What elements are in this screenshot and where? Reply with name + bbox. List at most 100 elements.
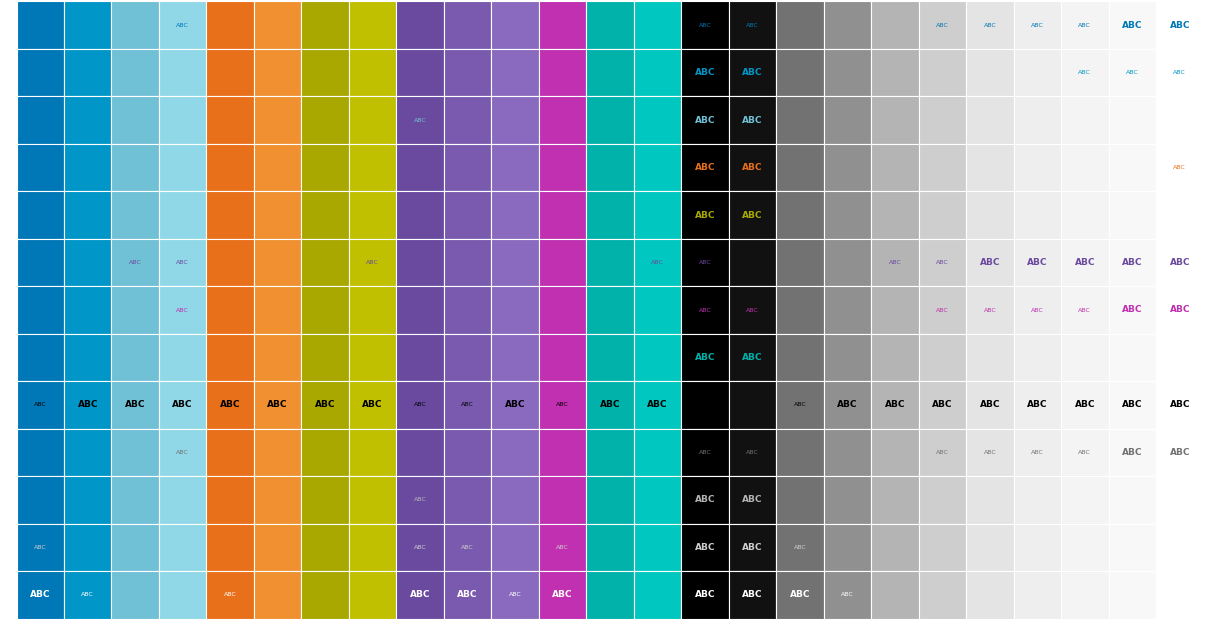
Bar [728, 381, 776, 428]
Bar [111, 334, 159, 381]
Text: ABC: ABC [1075, 401, 1096, 409]
Bar [159, 239, 206, 286]
Text: ABC: ABC [651, 260, 664, 265]
Bar [1061, 49, 1109, 96]
Bar [587, 334, 633, 381]
Bar [824, 524, 871, 571]
Bar [206, 192, 254, 239]
Bar [919, 144, 966, 192]
Bar [17, 334, 63, 381]
Text: ABC: ABC [505, 401, 526, 409]
Bar [492, 239, 539, 286]
Bar [776, 239, 824, 286]
Text: ABC: ABC [1170, 401, 1190, 409]
Text: ABC: ABC [936, 308, 949, 312]
Bar [206, 571, 254, 619]
Text: ABC: ABC [742, 211, 762, 219]
Bar [492, 381, 539, 428]
Text: ABC: ABC [742, 115, 762, 125]
Bar [396, 524, 444, 571]
Bar [919, 524, 966, 571]
Bar [919, 334, 966, 381]
Bar [776, 286, 824, 334]
Bar [206, 49, 254, 96]
Bar [1014, 286, 1061, 334]
Bar [349, 192, 396, 239]
Bar [728, 524, 776, 571]
Bar [444, 381, 492, 428]
Bar [633, 476, 681, 524]
Text: ABC: ABC [936, 260, 949, 265]
Bar [776, 571, 824, 619]
Bar [396, 571, 444, 619]
Text: ABC: ABC [177, 450, 189, 455]
Bar [824, 476, 871, 524]
Bar [1061, 476, 1109, 524]
Bar [776, 381, 824, 428]
Text: ABC: ABC [841, 592, 854, 598]
Bar [159, 192, 206, 239]
Bar [301, 286, 349, 334]
Bar [966, 144, 1014, 192]
Bar [349, 381, 396, 428]
Bar [633, 49, 681, 96]
Bar [1109, 49, 1157, 96]
Bar [681, 524, 728, 571]
Text: ABC: ABC [793, 402, 806, 407]
Bar [492, 192, 539, 239]
Bar [824, 381, 871, 428]
Bar [1157, 571, 1203, 619]
Text: ABC: ABC [936, 22, 949, 28]
Text: ABC: ABC [884, 401, 905, 409]
Bar [63, 239, 111, 286]
Bar [63, 49, 111, 96]
Bar [159, 144, 206, 192]
Text: ABC: ABC [1027, 258, 1048, 267]
Bar [728, 286, 776, 334]
Text: ABC: ABC [1031, 450, 1043, 455]
Bar [681, 476, 728, 524]
Bar [539, 49, 587, 96]
Text: ABC: ABC [172, 401, 193, 409]
Bar [301, 1, 349, 49]
Bar [254, 192, 301, 239]
Bar [871, 571, 919, 619]
Bar [1061, 286, 1109, 334]
Bar [396, 381, 444, 428]
Bar [966, 286, 1014, 334]
Bar [301, 192, 349, 239]
Bar [444, 96, 492, 144]
Bar [111, 428, 159, 476]
Bar [728, 476, 776, 524]
Bar [776, 144, 824, 192]
Bar [966, 334, 1014, 381]
Bar [1061, 381, 1109, 428]
Bar [1014, 192, 1061, 239]
Bar [17, 428, 63, 476]
Bar [254, 476, 301, 524]
Bar [824, 96, 871, 144]
Bar [681, 49, 728, 96]
Text: ABC: ABC [1027, 401, 1048, 409]
Text: ABC: ABC [600, 401, 620, 409]
Bar [111, 476, 159, 524]
Bar [17, 1, 63, 49]
Bar [587, 49, 633, 96]
Bar [159, 96, 206, 144]
Bar [587, 286, 633, 334]
Text: ABC: ABC [1031, 22, 1043, 28]
Bar [444, 144, 492, 192]
Bar [1109, 192, 1157, 239]
Bar [159, 524, 206, 571]
Text: ABC: ABC [742, 163, 762, 172]
Bar [587, 476, 633, 524]
Bar [871, 239, 919, 286]
Bar [1014, 1, 1061, 49]
Bar [776, 96, 824, 144]
Bar [919, 1, 966, 49]
Bar [254, 1, 301, 49]
Bar [633, 192, 681, 239]
Bar [728, 239, 776, 286]
Bar [396, 239, 444, 286]
Text: ABC: ABC [1078, 70, 1091, 75]
